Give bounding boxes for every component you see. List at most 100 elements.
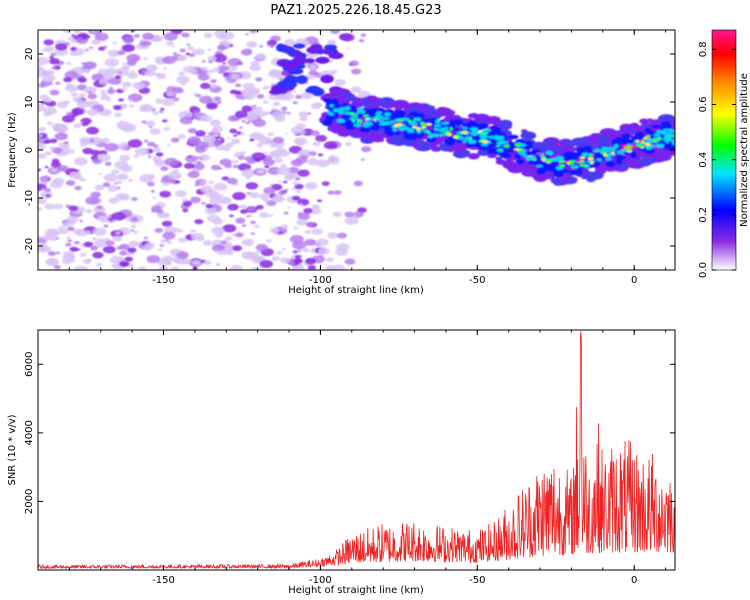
ridge-blob-hot: [421, 126, 427, 129]
ridge-blob-hot: [611, 151, 615, 155]
noise-blob: [56, 125, 69, 133]
ridge-blob-core: [440, 127, 445, 132]
ridge-blob-core: [570, 164, 580, 169]
ridge-blob-mid: [385, 130, 395, 137]
ridge-blob-core: [496, 148, 504, 153]
noise-blob: [264, 165, 270, 169]
ridge-blob-hot: [481, 140, 488, 144]
noise-blob: [256, 110, 268, 117]
noise-blob: [227, 115, 239, 122]
spectrogram-y-tick-label: 20: [24, 48, 35, 61]
noise-blob: [43, 139, 51, 144]
noise-blob: [229, 89, 238, 95]
ridge-blob-hot: [579, 156, 586, 159]
noise-blob: [152, 147, 162, 153]
ridge-blob-hot: [603, 153, 608, 157]
noise-blob: [90, 191, 101, 198]
ridge-blob-hot: [504, 144, 510, 148]
noise-blob: [299, 149, 311, 156]
ridge-blob-hot: [373, 117, 378, 120]
noise-blob: [285, 48, 297, 55]
noise-blob: [103, 73, 114, 80]
ridge-blob-outer: [356, 131, 370, 139]
noise-blob: [164, 226, 177, 234]
noise-blob: [181, 258, 192, 265]
ridge-blob-core: [467, 139, 477, 144]
noise-blob: [319, 254, 324, 257]
ridge-blob-core: [326, 111, 332, 114]
ridge-blob-outer: [368, 137, 377, 142]
noise-blob: [259, 212, 270, 218]
noise-blob: [250, 232, 255, 235]
noise-blob: [69, 171, 82, 179]
noise-blob: [66, 253, 76, 260]
spectrogram-x-axis: -150 -100 -50 0: [37, 30, 667, 286]
ridge-blob-mid: [321, 120, 333, 126]
ridge-blob-core: [381, 116, 390, 120]
ridge-blob-hot: [546, 158, 553, 162]
noise-blob: [106, 110, 111, 114]
noise-blob: [280, 106, 288, 111]
noise-blob: [152, 111, 159, 115]
noise-blob: [189, 106, 201, 114]
noise-blob: [83, 230, 91, 235]
noise-blob: [315, 56, 330, 64]
noise-blob: [225, 250, 234, 256]
noise-blob: [344, 258, 356, 265]
noise-blob: [112, 41, 117, 45]
ridge-blob-core: [337, 110, 345, 115]
ridge-blob-hot: [349, 112, 355, 116]
noise-blob: [187, 171, 200, 179]
ridge-blob-core: [384, 112, 391, 117]
noise-blob: [124, 256, 134, 262]
noise-blob: [50, 52, 57, 57]
ridge-blob-hot: [589, 161, 594, 165]
noise-blob: [327, 39, 337, 46]
noise-blob: [332, 264, 345, 270]
ridge-blob-outer: [582, 171, 599, 180]
noise-blob: [127, 139, 143, 148]
noise-blob: [320, 74, 334, 84]
noise-blob: [93, 239, 107, 248]
noise-blob: [147, 154, 152, 158]
colorbar: 0.0 0.2 0.4 0.6 0.8 Normalized spectral ampl…: [698, 29, 750, 278]
noise-blob: [119, 243, 130, 250]
noise-blob: [106, 215, 111, 219]
noise-blob: [54, 123, 58, 126]
noise-blob: [245, 33, 249, 36]
noise-blob: [66, 236, 71, 240]
noise-blob: [269, 45, 275, 48]
noise-blob: [174, 190, 187, 198]
ridge-blob-hot: [468, 136, 473, 141]
noise-blob: [222, 62, 227, 65]
colorbar-scale: [711, 29, 737, 271]
noise-blob: [105, 240, 115, 246]
noise-blob: [205, 102, 218, 110]
noise-blob: [137, 266, 147, 270]
noise-blob: [45, 258, 59, 267]
noise-blob: [45, 194, 51, 198]
noise-blob: [211, 125, 224, 133]
noise-blob: [127, 126, 133, 130]
noise-blob: [88, 91, 93, 94]
ridge-blob-mid: [477, 123, 489, 129]
noise-blob: [187, 128, 197, 134]
ridge-blob-core: [480, 135, 488, 139]
ridge-blob-core: [611, 147, 617, 152]
noise-blob: [197, 236, 205, 242]
noise-blob: [244, 156, 253, 162]
noise-blob: [295, 94, 303, 100]
noise-blob: [245, 176, 251, 180]
noise-blob: [121, 81, 132, 88]
ridge-blob-mid: [413, 132, 424, 139]
noise-blob: [201, 60, 206, 63]
noise-blob: [111, 235, 122, 242]
ridge-blob-mid: [426, 137, 437, 143]
noise-blob: [158, 110, 164, 114]
noise-blob: [274, 157, 284, 163]
noise-blob: [73, 157, 88, 166]
noise-blob: [159, 244, 164, 247]
noise-blob: [229, 264, 243, 270]
noise-blob: [199, 95, 213, 104]
